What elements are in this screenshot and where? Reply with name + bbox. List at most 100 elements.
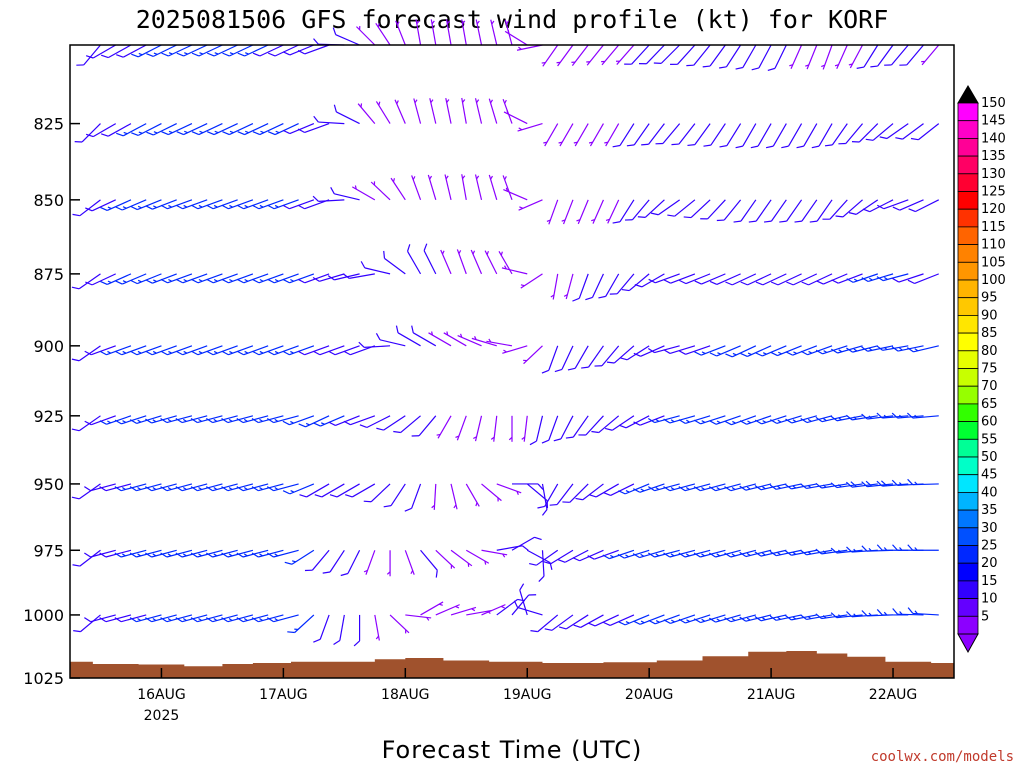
wind-barb	[99, 345, 132, 356]
wind-barb	[420, 601, 444, 616]
wind-barb	[160, 549, 193, 558]
wind-barb	[754, 415, 787, 425]
wind-barb	[393, 415, 421, 434]
wind-barb	[884, 44, 909, 66]
wind-barb	[740, 273, 772, 286]
wind-barb	[100, 44, 132, 59]
colorbar-label: 140	[981, 131, 1006, 146]
wind-barb	[411, 325, 437, 347]
wind-barb	[445, 98, 452, 124]
y-tick-label: 1025	[23, 669, 64, 688]
wind-barb	[252, 199, 284, 210]
colorbar-label: 75	[981, 362, 998, 377]
wind-barb	[604, 123, 620, 147]
wind-barb	[299, 483, 330, 498]
wind-barb	[363, 483, 391, 503]
colorbar-segment	[957, 102, 979, 122]
wind-barb	[541, 415, 559, 444]
wind-barb	[161, 123, 193, 136]
wind-barb	[892, 273, 924, 283]
wind-barb	[146, 44, 177, 57]
wind-barb	[376, 415, 406, 431]
credit-text: coolwx.com/models	[871, 749, 1014, 765]
wind-barb	[221, 345, 254, 356]
wind-barb	[512, 483, 544, 490]
wind-barb	[816, 273, 848, 285]
wind-barb	[541, 345, 559, 374]
wind-barb	[605, 199, 620, 224]
wind-barb	[678, 415, 711, 424]
wind-barb	[205, 483, 238, 492]
wind-barb	[861, 273, 894, 283]
wind-barb	[739, 415, 772, 425]
wind-barb	[471, 336, 497, 347]
wind-barb	[429, 98, 437, 124]
wind-barb	[221, 614, 254, 623]
wind-barb	[861, 480, 894, 488]
wind-barb	[465, 549, 490, 565]
wind-barb	[670, 44, 696, 65]
wind-barb	[591, 415, 620, 434]
wind-barb	[486, 338, 513, 347]
wind-barb	[461, 174, 467, 200]
wind-barb	[633, 614, 665, 625]
wind-barb	[461, 19, 467, 46]
wind-barb	[267, 199, 299, 210]
wind-barb	[755, 273, 787, 286]
wind-barb	[76, 44, 101, 66]
x-tick-label: 16AUG	[137, 687, 186, 703]
wind-barb	[663, 549, 696, 558]
wind-barb	[99, 415, 132, 425]
wind-barb	[129, 483, 162, 492]
wind-barb	[821, 44, 833, 70]
colorbar-segment	[957, 598, 979, 617]
wind-barb	[130, 273, 162, 285]
wind-barb	[876, 199, 909, 210]
wind-barb	[861, 413, 894, 420]
wind-barb	[345, 483, 376, 498]
wind-barb	[834, 44, 848, 69]
wind-barb	[205, 614, 238, 623]
wind-barb	[703, 123, 726, 147]
wind-barb	[789, 44, 803, 69]
wind-barb	[358, 341, 391, 348]
wind-barb	[700, 199, 726, 220]
wind-barb	[575, 483, 604, 501]
wind-barb	[84, 345, 116, 356]
wind-barb	[625, 199, 650, 221]
wind-barb	[443, 331, 467, 347]
wind-barb	[237, 123, 269, 136]
wind-barb	[862, 199, 894, 213]
colorbar-segment	[957, 137, 979, 157]
wind-barb	[800, 415, 833, 424]
wind-barb	[370, 181, 391, 201]
wind-barb	[266, 483, 299, 492]
y-tick-label: 925	[33, 407, 64, 426]
wind-barb	[653, 44, 681, 64]
colorbar-label: 90	[981, 308, 998, 323]
colorbar-label: 55	[981, 432, 998, 447]
colorbar-label: 115	[981, 220, 1006, 235]
wind-barb	[612, 199, 635, 224]
wind-barb	[694, 345, 726, 356]
wind-barb	[830, 612, 863, 619]
wind-barb	[114, 415, 147, 425]
wind-barb	[794, 199, 818, 223]
wind-barb	[100, 199, 132, 211]
wind-barb	[553, 415, 574, 442]
wind-barb	[876, 412, 909, 419]
wind-barb	[176, 123, 208, 136]
colorbar-segment	[957, 527, 979, 546]
wind-barb	[845, 481, 878, 488]
wind-barb	[573, 123, 589, 147]
wind-barb	[845, 414, 878, 421]
wind-barb	[130, 345, 162, 356]
wind-barb	[114, 614, 147, 623]
wind-barb	[146, 123, 177, 136]
wind-barb	[678, 614, 711, 624]
wind-barb	[529, 415, 544, 446]
wind-barb	[824, 123, 848, 147]
y-tick-label: 975	[33, 541, 64, 560]
wind-barb	[266, 549, 299, 558]
wind-barb	[517, 123, 543, 132]
